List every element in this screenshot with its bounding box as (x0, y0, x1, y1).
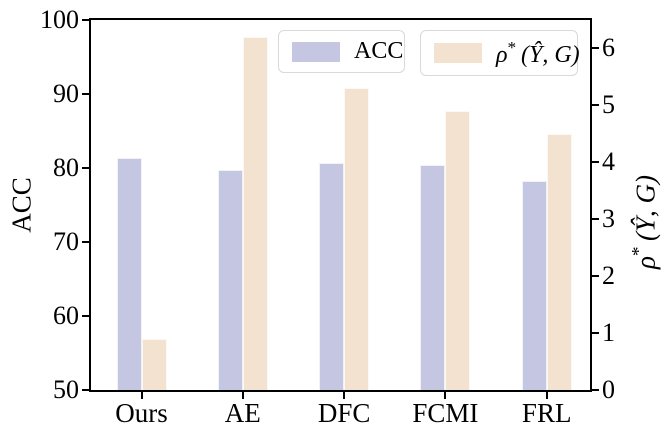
left-spine (89, 18, 91, 392)
left-axis-title: ACC (7, 177, 38, 233)
bar-rho-dfc (344, 88, 370, 390)
x-tick-label-ae: AE (224, 398, 261, 428)
bar-acc-dfc (319, 162, 345, 390)
bar-rho-ours (141, 338, 167, 390)
left-tick-label-90: 90 (53, 79, 79, 108)
bar-acc-fcmi (420, 165, 446, 390)
x-tick-label-ours: Ours (115, 398, 168, 428)
left-tick-mark (82, 315, 91, 317)
right-tick-label-1: 1 (602, 318, 615, 348)
bar-rho-frl (546, 133, 572, 390)
legend-rho: ρ* (Ŷ, G) (420, 30, 580, 76)
left-tick-label-100: 100 (40, 5, 79, 34)
acc-legend-label: ACC (354, 38, 404, 64)
rho-legend-swatch (434, 43, 482, 63)
x-tick-label-fcmi: FCMI (412, 398, 479, 428)
rho-symbol: ρ (496, 41, 508, 68)
left-tick-mark (82, 93, 91, 95)
bar-acc-ours (116, 157, 142, 390)
right-tick-label-6: 6 (602, 33, 615, 63)
x-tick-label-dfc: DFC (317, 398, 371, 428)
left-tick-label-50: 50 (53, 375, 79, 404)
star-superscript: * (507, 37, 517, 57)
bar-acc-frl (521, 181, 547, 390)
left-tick-mark (82, 167, 91, 169)
right-tick-label-4: 4 (602, 147, 615, 177)
right-tick-mark (590, 104, 599, 107)
right-tick-label-5: 5 (602, 90, 615, 120)
bar-rho-fcmi (445, 111, 471, 390)
rho-legend-label: ρ* (Ŷ, G) (496, 38, 580, 69)
right-tick-mark (590, 161, 599, 164)
left-tick-label-70: 70 (53, 227, 79, 256)
right-tick-mark (590, 275, 599, 278)
left-tick-mark (82, 19, 91, 21)
x-tick-mark (343, 390, 346, 399)
x-tick-mark (241, 390, 244, 399)
x-tick-mark (545, 390, 548, 399)
left-tick-mark (82, 389, 91, 391)
right-spine (590, 18, 592, 392)
left-tick-label-80: 80 (53, 153, 79, 182)
x-tick-mark (444, 390, 447, 399)
right-tick-mark (590, 332, 599, 335)
bottom-spine (89, 390, 592, 392)
left-tick-label-60: 60 (53, 301, 79, 330)
x-tick-label-frl: FRL (521, 398, 572, 428)
star-superscript: * (628, 246, 650, 257)
right-tick-mark (590, 47, 599, 50)
acc-legend-swatch (292, 41, 340, 62)
bar-rho-ae (242, 37, 268, 390)
right-tick-label-3: 3 (602, 204, 615, 234)
x-tick-mark (140, 390, 143, 399)
left-axis-title-text: ACC (6, 177, 37, 233)
yhat-g-text: (Ŷ, G) (520, 41, 580, 68)
right-tick-mark (590, 389, 599, 391)
bar-acc-ae (217, 170, 243, 390)
right-tick-mark (590, 218, 599, 221)
top-spine (89, 18, 592, 20)
legend-acc: ACC (278, 30, 405, 73)
right-tick-label-0: 0 (602, 375, 615, 404)
right-tick-label-2: 2 (602, 261, 615, 291)
left-tick-mark (82, 241, 91, 243)
